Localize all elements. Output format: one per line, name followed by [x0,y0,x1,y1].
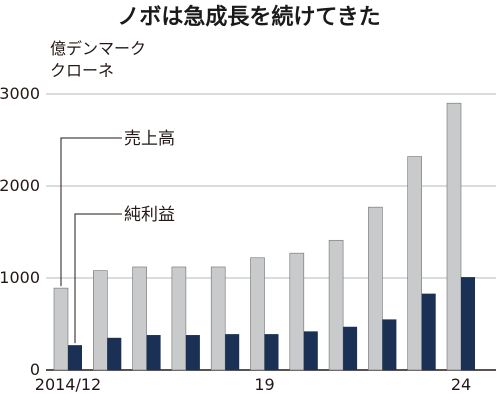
bar-sales [171,266,187,371]
x-tick-label: 2014/12 [35,375,101,394]
y-tick-label: 1000 [0,268,40,287]
bar-net-profit [68,345,82,370]
bar-sales [446,102,462,371]
bar-net-profit [421,293,436,370]
bar-net-profit [382,319,397,370]
legend-label-net-profit: 純利益 [124,205,175,225]
unit-label-line1: 億デンマーク [50,39,146,58]
x-axis-ticks: 2014/12 19 24 [35,375,471,394]
bar-sales [53,287,69,371]
legend-leader-net-profit [74,213,122,344]
y-tick-label: 0 [30,360,40,379]
bar-net-profit [185,335,200,370]
y-tick-label: 3000 [0,84,40,103]
bar-sales [132,266,147,371]
bar-sales [210,266,226,371]
bar-sales [93,270,108,371]
bar-net-profit [461,277,475,370]
x-tick-label: 24 [451,375,471,394]
x-tick-label: 19 [254,375,274,394]
bar-sales [328,239,344,371]
legend-leader-sales [60,137,122,287]
legend-label-sales: 売上高 [124,129,175,149]
bar-net-profit [264,334,279,370]
bar-sales [250,257,265,371]
bar-net-profit [225,334,240,370]
bar-net-profit [107,337,122,370]
bar-sales [289,252,305,371]
bar-sales [368,206,383,371]
unit-label-line2: クローネ [50,61,114,80]
bar-net-profit [343,326,358,370]
bar-sales [407,156,423,371]
bar-net-profit [146,335,161,370]
chart-title: ノボは急成長を続けてきた [117,4,380,30]
y-tick-label: 2000 [0,176,40,195]
bars [53,102,475,371]
y-axis-ticks: 0 1000 2000 3000 [0,84,40,379]
bar-net-profit [303,331,318,370]
